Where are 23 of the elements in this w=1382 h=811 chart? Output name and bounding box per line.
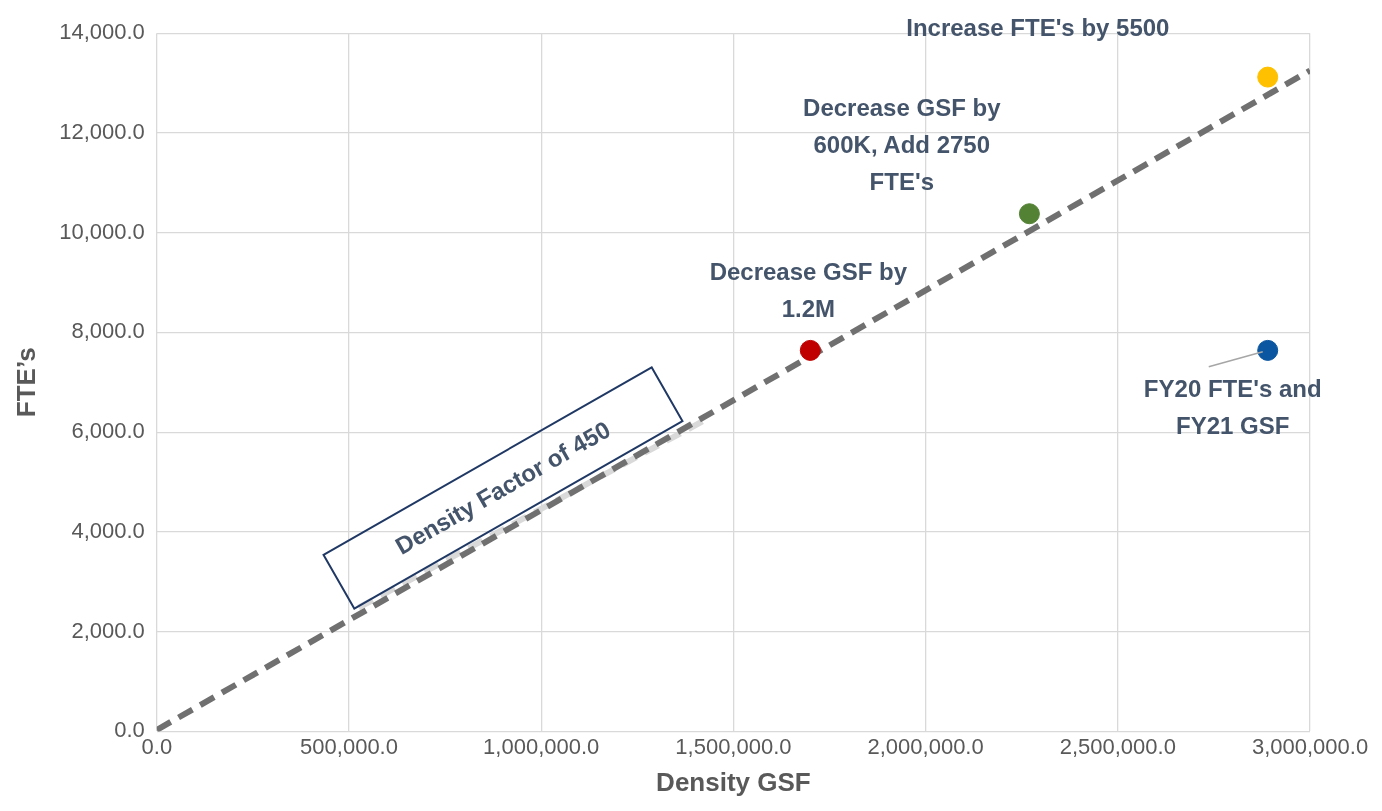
- y-axis-title: FTE’s: [10, 347, 41, 418]
- annotation: Increase FTE's by 5500: [906, 13, 1170, 41]
- x-tick-label: 500,000.0: [300, 733, 398, 759]
- y-tick-label: 12,000.0: [59, 119, 145, 145]
- x-tick-label: 1,500,000.0: [675, 733, 792, 759]
- x-tick-label: 2,000,000.0: [867, 733, 984, 759]
- x-tick-label: 3,000,000.0: [1251, 733, 1369, 759]
- annotation: FY20 FTE's and FY21 GSF: [1143, 374, 1322, 439]
- annotation: Decrease GSF by 600K, Add 2750 FTE's: [803, 93, 1002, 195]
- y-tick-label: 2,000.0: [71, 617, 145, 643]
- y-tick-label: 14,000.0: [59, 19, 145, 45]
- y-tick-label: 10,000.0: [59, 218, 145, 244]
- x-tick-label: 2,500,000.0: [1059, 733, 1176, 759]
- x-axis-title: Density GSF: [656, 766, 811, 797]
- point: [1018, 203, 1040, 225]
- y-tick-label: 8,000.0: [71, 318, 145, 344]
- x-tick-label: 1,000,000.0: [483, 733, 600, 759]
- y-tick-label: 6,000.0: [71, 418, 145, 444]
- y-tick-label: 4,000.0: [71, 517, 145, 543]
- annotation: Decrease GSF by 1.2M: [709, 257, 908, 322]
- point: [799, 339, 821, 361]
- point: [1257, 66, 1279, 88]
- point: [1257, 339, 1279, 361]
